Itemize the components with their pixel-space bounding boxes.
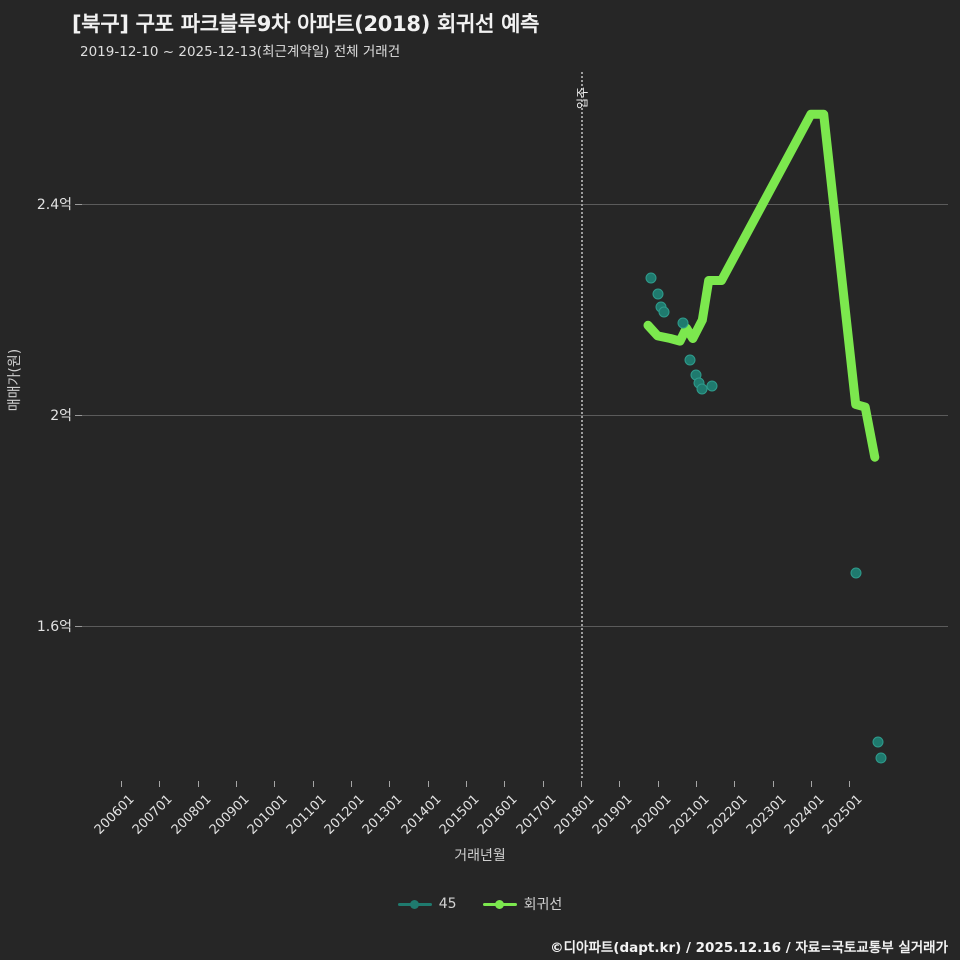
x-tick-label: 202201 <box>705 792 751 838</box>
x-tick-mark <box>350 781 352 787</box>
x-tick-mark <box>542 781 544 787</box>
x-tick-label: 200901 <box>206 792 253 838</box>
scatter-point <box>677 317 689 329</box>
x-tick-mark <box>159 781 161 787</box>
x-tick-label: 201901 <box>590 792 636 838</box>
x-tick-mark <box>810 781 812 787</box>
occupancy-line-label: 입주 <box>575 86 590 110</box>
x-tick-mark <box>504 781 506 787</box>
legend-item[interactable]: 회귀선 <box>482 894 563 914</box>
x-tick-mark <box>695 781 697 787</box>
x-tick-label: 202501 <box>820 792 866 838</box>
y-tick-label: 2.4억 <box>36 197 72 213</box>
scatter-point <box>706 380 718 392</box>
chart-legend: 45 회귀선 <box>0 894 960 914</box>
legend-swatch-icon <box>397 899 432 910</box>
x-tick-mark <box>274 781 276 787</box>
x-tick-mark <box>197 781 199 787</box>
chart-subtitle: 2019-12-10 ~ 2025-12-13(최근계약일) 전체 거래건 <box>80 44 401 60</box>
gridline <box>82 415 948 416</box>
legend-label: 45 <box>438 896 457 912</box>
scatter-point <box>684 354 696 366</box>
x-tick-label: 201401 <box>398 792 445 838</box>
x-tick-mark <box>389 781 391 787</box>
x-axis-title: 거래년월 <box>454 848 506 864</box>
scatter-point <box>850 567 862 579</box>
x-tick-label: 200601 <box>91 792 138 838</box>
x-tick-label: 202001 <box>628 792 675 838</box>
x-tick-mark <box>619 781 621 787</box>
x-tick-label: 201801 <box>551 792 598 838</box>
x-tick-mark <box>772 781 774 787</box>
x-tick-mark <box>427 781 429 787</box>
y-tick-label: 2억 <box>50 408 72 424</box>
x-tick-label: 202401 <box>781 792 828 838</box>
scatter-point <box>875 752 887 764</box>
scatter-point <box>872 736 884 748</box>
x-tick-label: 200701 <box>130 792 176 838</box>
scatter-point <box>658 306 670 318</box>
x-tick-label: 201501 <box>436 792 483 838</box>
x-tick-label: 201301 <box>360 792 406 838</box>
chart-title: [북구] 구포 파크블루9차 아파트(2018) 회귀선 예측 <box>72 12 540 36</box>
x-tick-mark <box>465 781 467 787</box>
legend-item[interactable]: 45 <box>397 896 457 912</box>
x-tick-mark <box>121 781 122 787</box>
x-tick-mark <box>580 781 582 787</box>
x-tick-label: 201601 <box>475 792 521 838</box>
x-tick-mark <box>657 781 659 787</box>
x-tick-label: 201101 <box>283 792 330 838</box>
y-tick-mark <box>75 415 82 416</box>
scatter-point <box>645 272 657 284</box>
y-tick-mark <box>75 626 82 627</box>
gridline <box>82 626 948 627</box>
regression-polyline <box>643 109 880 462</box>
x-tick-label: 202101 <box>666 792 713 838</box>
y-tick-label: 1.6억 <box>36 619 72 635</box>
footer-credit: ©디아파트(dapt.kr) / 2025.12.16 / 자료=국토교통부 실… <box>550 940 948 956</box>
occupancy-line <box>580 72 583 778</box>
y-tick-mark <box>75 204 82 205</box>
x-tick-mark <box>235 781 237 787</box>
gridline <box>82 204 948 205</box>
scatter-point <box>652 288 664 300</box>
x-tick-label: 201701 <box>513 792 560 838</box>
x-tick-label: 202301 <box>743 792 790 838</box>
x-tick-mark <box>734 781 736 787</box>
x-tick-label: 200801 <box>168 792 215 838</box>
legend-swatch-icon <box>482 899 517 910</box>
legend-label: 회귀선 <box>523 897 563 913</box>
x-tick-label: 201201 <box>321 792 368 838</box>
x-tick-label: 201001 <box>245 792 291 838</box>
x-tick-mark <box>312 781 314 787</box>
x-tick-mark <box>849 781 851 787</box>
